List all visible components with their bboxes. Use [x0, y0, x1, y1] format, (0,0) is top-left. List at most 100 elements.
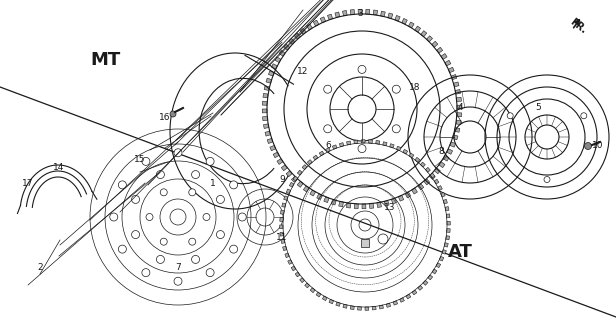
Polygon shape — [265, 131, 270, 136]
Text: 8: 8 — [438, 148, 444, 156]
Polygon shape — [351, 10, 355, 15]
Polygon shape — [388, 13, 393, 19]
Polygon shape — [354, 204, 359, 209]
Polygon shape — [322, 296, 327, 301]
Text: MT: MT — [90, 51, 120, 69]
Polygon shape — [406, 294, 411, 299]
Text: 2: 2 — [37, 263, 43, 273]
Polygon shape — [266, 78, 272, 83]
Polygon shape — [456, 97, 461, 101]
Polygon shape — [381, 11, 385, 17]
Circle shape — [206, 157, 214, 165]
Circle shape — [358, 145, 366, 153]
Polygon shape — [262, 101, 267, 105]
Polygon shape — [288, 260, 292, 264]
Polygon shape — [291, 176, 298, 182]
Polygon shape — [280, 210, 284, 214]
Circle shape — [230, 245, 238, 253]
Circle shape — [323, 85, 331, 93]
Circle shape — [160, 189, 168, 196]
Polygon shape — [439, 256, 444, 261]
Polygon shape — [299, 278, 304, 283]
Polygon shape — [339, 143, 344, 147]
Circle shape — [392, 85, 400, 93]
Polygon shape — [457, 105, 462, 109]
Polygon shape — [455, 128, 460, 132]
Circle shape — [160, 238, 168, 245]
Circle shape — [230, 181, 238, 189]
Polygon shape — [418, 184, 424, 190]
Circle shape — [118, 245, 126, 253]
Polygon shape — [396, 146, 401, 151]
Circle shape — [156, 171, 164, 179]
Polygon shape — [286, 171, 292, 177]
Circle shape — [392, 125, 400, 133]
Polygon shape — [283, 44, 290, 50]
Polygon shape — [395, 15, 400, 21]
Polygon shape — [412, 290, 417, 295]
Polygon shape — [350, 306, 354, 309]
Polygon shape — [307, 24, 312, 30]
Polygon shape — [426, 36, 432, 42]
Polygon shape — [372, 306, 376, 310]
Circle shape — [188, 189, 196, 196]
Circle shape — [174, 149, 182, 157]
Polygon shape — [409, 153, 414, 158]
Polygon shape — [434, 168, 440, 174]
Text: 16: 16 — [160, 113, 171, 122]
Polygon shape — [393, 301, 398, 305]
Polygon shape — [298, 170, 302, 175]
Polygon shape — [316, 292, 321, 297]
Polygon shape — [455, 90, 461, 94]
Circle shape — [142, 157, 150, 165]
Polygon shape — [418, 285, 423, 290]
Polygon shape — [421, 31, 427, 37]
Polygon shape — [383, 142, 387, 146]
Polygon shape — [447, 228, 450, 232]
Text: 12: 12 — [298, 68, 309, 76]
Polygon shape — [282, 203, 286, 207]
Polygon shape — [447, 149, 453, 154]
FancyBboxPatch shape — [361, 239, 369, 247]
Circle shape — [192, 255, 200, 263]
Polygon shape — [320, 17, 326, 23]
Polygon shape — [415, 26, 421, 32]
Polygon shape — [307, 160, 312, 164]
Polygon shape — [347, 141, 351, 145]
Polygon shape — [280, 232, 284, 236]
Polygon shape — [317, 194, 322, 200]
Polygon shape — [297, 181, 303, 187]
Polygon shape — [445, 60, 451, 66]
Text: 5: 5 — [535, 102, 541, 111]
Polygon shape — [324, 197, 329, 203]
Polygon shape — [429, 173, 436, 180]
Polygon shape — [335, 12, 340, 18]
Polygon shape — [430, 173, 435, 178]
Polygon shape — [314, 20, 319, 26]
Text: 6: 6 — [325, 140, 331, 149]
Polygon shape — [438, 186, 442, 190]
Polygon shape — [428, 275, 432, 280]
Polygon shape — [280, 225, 283, 229]
Polygon shape — [313, 155, 318, 160]
Polygon shape — [293, 176, 298, 181]
Polygon shape — [405, 192, 411, 198]
Polygon shape — [451, 75, 457, 80]
Circle shape — [188, 238, 196, 245]
Polygon shape — [370, 203, 374, 208]
Polygon shape — [446, 236, 450, 240]
Polygon shape — [441, 53, 447, 60]
Polygon shape — [424, 179, 430, 185]
Circle shape — [216, 196, 224, 204]
Polygon shape — [279, 50, 285, 56]
Circle shape — [358, 65, 366, 73]
Circle shape — [238, 213, 246, 221]
Polygon shape — [282, 165, 288, 171]
Circle shape — [544, 177, 550, 182]
Circle shape — [156, 255, 164, 263]
Text: 9: 9 — [279, 175, 285, 185]
Circle shape — [118, 181, 126, 189]
Text: 1: 1 — [210, 180, 216, 188]
Circle shape — [206, 268, 214, 276]
Polygon shape — [400, 298, 404, 302]
